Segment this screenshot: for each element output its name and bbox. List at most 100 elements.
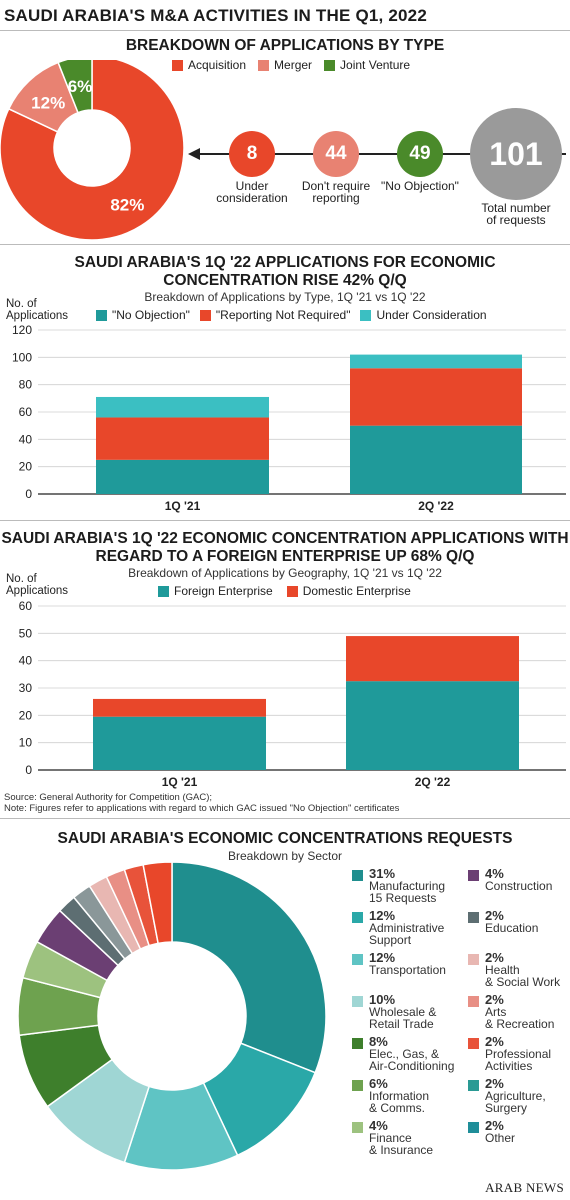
bar2-subtitle: Breakdown of Applications by Geography, … — [128, 566, 442, 580]
legend-domestic: Domestic Enterprise — [286, 584, 411, 598]
pie1-slice-acquisition — [0, 60, 185, 240]
flow-circle-total: 101 — [470, 108, 562, 200]
pie2-slice-other — [142, 861, 173, 945]
y-tick-label: 80 — [19, 378, 33, 392]
sector-label: 15 Requests — [369, 891, 437, 905]
pie1-title: BREAKDOWN OF APPLICATIONS BY TYPE — [125, 37, 445, 54]
bar-segment — [346, 681, 519, 770]
bar1-subtitle: Breakdown of Applications by Type, 1Q '2… — [144, 290, 426, 304]
bar-segment — [346, 636, 519, 682]
sector-legend-text: 12% Transportation — [369, 950, 446, 977]
bar1-title: SAUDI ARABIA'S 1Q '22 APPLICATIONS FOR E… — [74, 254, 496, 289]
sector-legend-item: 12% Transportation — [352, 950, 446, 977]
sector-label: Finance — [369, 1131, 412, 1145]
pie1-slice-joint-venture — [57, 60, 93, 114]
sector-pct: 2% — [485, 1076, 504, 1091]
y-tick-label: 100 — [12, 350, 32, 364]
sector-legend-text: 8% Elec., Gas, & Air-Conditioning — [369, 1035, 454, 1072]
sector-pct: 6% — [369, 1076, 388, 1091]
y-tick-label: 40 — [19, 432, 33, 446]
sector-legend-item: 4% Finance & Insurance — [352, 1119, 434, 1157]
sector-label: Agriculture, — [485, 1089, 546, 1103]
divider — [0, 244, 570, 245]
flow-circle-dont-require: 44 — [313, 131, 359, 177]
sector-pct: 12% — [369, 908, 396, 923]
sector-pct: 2% — [485, 950, 504, 965]
flow-label-total: Total number of requests — [481, 201, 551, 227]
bar-segment — [350, 368, 522, 426]
sector-pct: 4% — [485, 866, 504, 881]
sector-label: Health — [485, 963, 520, 977]
x-tick-label: 1Q '21 — [162, 775, 198, 789]
sector-pct: 2% — [485, 992, 504, 1007]
legend-swatch — [352, 912, 363, 923]
legend-swatch — [468, 1038, 479, 1049]
legend-swatch — [352, 1038, 363, 1049]
pie1-legend: Acquisition Merger Joint Venture — [172, 58, 410, 72]
sector-legend-item: 2% Education — [468, 908, 539, 935]
legend-no-objection: "No Objection" — [96, 308, 190, 322]
brand-logo: ARAB NEWS — [485, 1180, 564, 1195]
sector-pct: 2% — [485, 908, 504, 923]
sector-label: Wholesale & — [369, 1005, 437, 1019]
legend-under-consideration: Under Consideration — [360, 308, 487, 322]
sector-legend-text: 4% Finance & Insurance — [369, 1119, 434, 1157]
y-tick-label: 40 — [19, 654, 33, 668]
legend-joint-venture: Joint Venture — [324, 58, 410, 72]
y-tick-label: 10 — [19, 736, 33, 750]
bar-segment — [96, 459, 269, 494]
sector-legend-text: 2% Arts & Recreation — [485, 992, 554, 1030]
sector-pct: 12% — [369, 950, 396, 965]
y-tick-label: 60 — [19, 405, 33, 419]
sector-label: Transportation — [369, 963, 446, 977]
y-tick-label: 60 — [19, 599, 33, 613]
sector-legend-text: 4% Construction — [485, 866, 552, 892]
sector-legend-item: 2% Arts & Recreation — [468, 992, 554, 1030]
flow-label-dont-require: Don't require reporting — [301, 179, 371, 205]
sector-legend-item: 10% Wholesale & Retail Trade — [352, 992, 437, 1030]
legend-swatch — [352, 996, 363, 1007]
legend-swatch — [352, 1080, 363, 1091]
bar-segment — [96, 396, 269, 418]
sector-label: Elec., Gas, & — [369, 1047, 440, 1061]
bar-segment — [350, 425, 522, 494]
sector-legend-item: 31% Manufacturing 15 Requests — [352, 866, 445, 905]
flow-circle-under-consideration: 8 — [229, 131, 275, 177]
sector-legend-text: 2% Other — [485, 1118, 515, 1144]
legend-swatch — [468, 1080, 479, 1091]
legend-foreign: Foreign Enterprise — [158, 584, 273, 598]
pie2-chart — [17, 861, 327, 1171]
sector-legend-item: 8% Elec., Gas, & Air-Conditioning — [352, 1035, 454, 1072]
y-tick-label: 50 — [19, 626, 33, 640]
legend-swatch — [468, 996, 479, 1007]
pie1-value-label: 6% — [68, 77, 93, 96]
sector-label: & Social Work — [485, 975, 561, 989]
sector-label: & Insurance — [369, 1143, 434, 1157]
pie1-chart: 82% 12%6% — [0, 60, 185, 240]
sector-label: Support — [369, 933, 412, 947]
bar-segment — [96, 417, 269, 460]
y-tick-label: 0 — [25, 763, 32, 777]
x-tick-label: 2Q '22 — [415, 775, 451, 789]
pie2-subtitle: Breakdown by Sector — [227, 849, 343, 863]
sector-legend-text: 2% Health & Social Work — [485, 950, 561, 989]
sector-legend-item: 2% Professional Activities — [468, 1035, 551, 1073]
divider — [0, 520, 570, 521]
sector-label: Surgery — [485, 1101, 528, 1115]
sector-pct: 31% — [369, 866, 396, 881]
flow-label-no-objection: "No Objection" — [381, 179, 459, 193]
sector-pct: 10% — [369, 992, 396, 1007]
sector-legend-item: 2% Other — [468, 1118, 515, 1144]
bar1-ylabel: No. of Applications — [6, 298, 69, 322]
sector-pct: 2% — [485, 1118, 504, 1133]
legend-swatch — [468, 1122, 479, 1133]
sector-legend-item: 4% Construction — [468, 866, 552, 892]
bar1-chart: 0 20 40 60 80 100 120 1Q '21 2Q '22 — [12, 323, 566, 513]
arrow-left-icon — [188, 148, 200, 160]
sector-label: Education — [485, 921, 539, 935]
pie2-title: SAUDI ARABIA'S ECONOMIC CONCENTRATIONS R… — [57, 830, 513, 847]
x-tick-label: 2Q '22 — [418, 499, 454, 513]
legend-reporting-not-required: "Reporting Not Required" — [199, 308, 350, 322]
divider — [0, 30, 570, 31]
sector-label: Activities — [485, 1059, 533, 1073]
